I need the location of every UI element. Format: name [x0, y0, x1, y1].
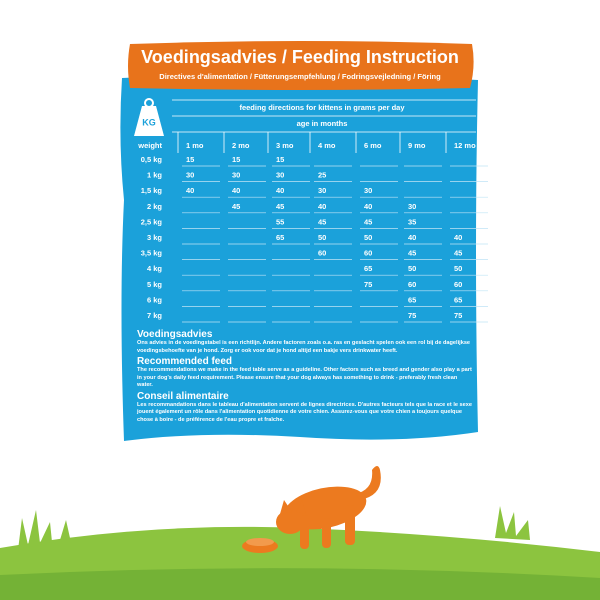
- cell-value: 45: [276, 202, 284, 211]
- cell-value: 15: [186, 155, 194, 164]
- cell-value: 45: [232, 202, 240, 211]
- cell-value: 65: [408, 295, 416, 304]
- cell-value: 45: [454, 249, 462, 258]
- cell-value: 30: [364, 186, 372, 195]
- cell-value: 50: [364, 233, 372, 242]
- grass-shade: [0, 568, 600, 600]
- weight-label: 4 kg: [147, 264, 162, 273]
- cell-value: 40: [232, 186, 240, 195]
- subtitle: Directives d'alimentation / Fütterungsem…: [159, 72, 441, 81]
- cell-value: 30: [408, 202, 416, 211]
- cell-value: 60: [454, 280, 462, 289]
- kg-icon-label: KG: [142, 117, 156, 127]
- cell-value: 50: [454, 264, 462, 273]
- weight-label: 7 kg: [147, 311, 162, 320]
- column-header: 4 mo: [318, 141, 336, 150]
- section-text: Les recommandations dans le tableau d'al…: [137, 401, 472, 423]
- section-heading: Recommended feed: [137, 356, 233, 367]
- table-subcaption: age in months: [297, 119, 348, 128]
- table-caption: feeding directions for kittens in grams …: [239, 103, 405, 112]
- title-banner: [128, 41, 474, 90]
- column-header: 12 mo: [454, 141, 476, 150]
- cell-value: 30: [232, 171, 240, 180]
- cell-value: 45: [318, 217, 326, 226]
- notes: Voedingsadvies Ons advies in de voedingst…: [137, 329, 473, 425]
- column-header: 1 mo: [186, 141, 204, 150]
- cell-value: 60: [408, 280, 416, 289]
- weight-label: 3 kg: [147, 233, 162, 242]
- cell-value: 65: [276, 233, 284, 242]
- weight-label: 2,5 kg: [141, 217, 163, 226]
- cell-value: 45: [364, 217, 372, 226]
- cell-value: 40: [408, 233, 416, 242]
- cell-value: 60: [318, 249, 326, 258]
- weight-label: 1 kg: [147, 171, 162, 180]
- column-header: 3 mo: [276, 141, 294, 150]
- column-header: weight: [137, 141, 162, 150]
- cell-value: 25: [318, 171, 326, 180]
- cell-value: 30: [186, 171, 194, 180]
- cell-value: 55: [276, 217, 284, 226]
- cell-value: 40: [318, 202, 326, 211]
- cell-value: 15: [276, 155, 284, 164]
- title: Voedingsadvies / Feeding Instruction: [141, 47, 459, 67]
- cell-value: 75: [364, 280, 372, 289]
- column-header: 6 mo: [364, 141, 382, 150]
- column-header: 2 mo: [232, 141, 250, 150]
- cell-value: 30: [276, 171, 284, 180]
- section-text: Ons advies in de voedingstabel is een ri…: [137, 340, 471, 354]
- cell-value: 50: [408, 264, 416, 273]
- cell-value: 65: [454, 295, 462, 304]
- cell-value: 40: [186, 186, 194, 195]
- weight-label: 5 kg: [147, 280, 162, 289]
- cell-value: 45: [408, 249, 416, 258]
- cell-value: 75: [454, 311, 462, 320]
- cell-value: 75: [408, 311, 416, 320]
- section-text: The recommendations we make in the feed …: [137, 367, 472, 388]
- cell-value: 40: [454, 233, 462, 242]
- weight-label: 0,5 kg: [141, 155, 163, 164]
- column-header: 9 mo: [408, 141, 426, 150]
- cell-value: 40: [276, 186, 284, 195]
- weight-icon-ring: [144, 98, 154, 108]
- food-bowl: [242, 538, 278, 553]
- feeding-table: weight 1 mo 2 mo 3 mo 4 mo 6 mo 9 mo 12 mo 0,5 k…: [137, 132, 488, 323]
- section-heading: Voedingsadvies: [137, 329, 213, 340]
- cell-value: 15: [232, 155, 240, 164]
- weight-icon: [134, 106, 164, 136]
- weight-label: 2 kg: [147, 202, 162, 211]
- cell-value: 40: [364, 202, 372, 211]
- cell-value: 35: [408, 217, 416, 226]
- weight-label: 3,5 kg: [141, 249, 163, 258]
- cell-value: 60: [364, 249, 372, 258]
- cell-value: 30: [318, 186, 326, 195]
- cat: [276, 466, 381, 549]
- section-heading: Conseil alimentaire: [137, 390, 229, 402]
- weight-label: 6 kg: [147, 295, 162, 304]
- weight-label: 1,5 kg: [141, 186, 163, 195]
- cell-value: 50: [318, 233, 326, 242]
- cell-value: 65: [364, 264, 372, 273]
